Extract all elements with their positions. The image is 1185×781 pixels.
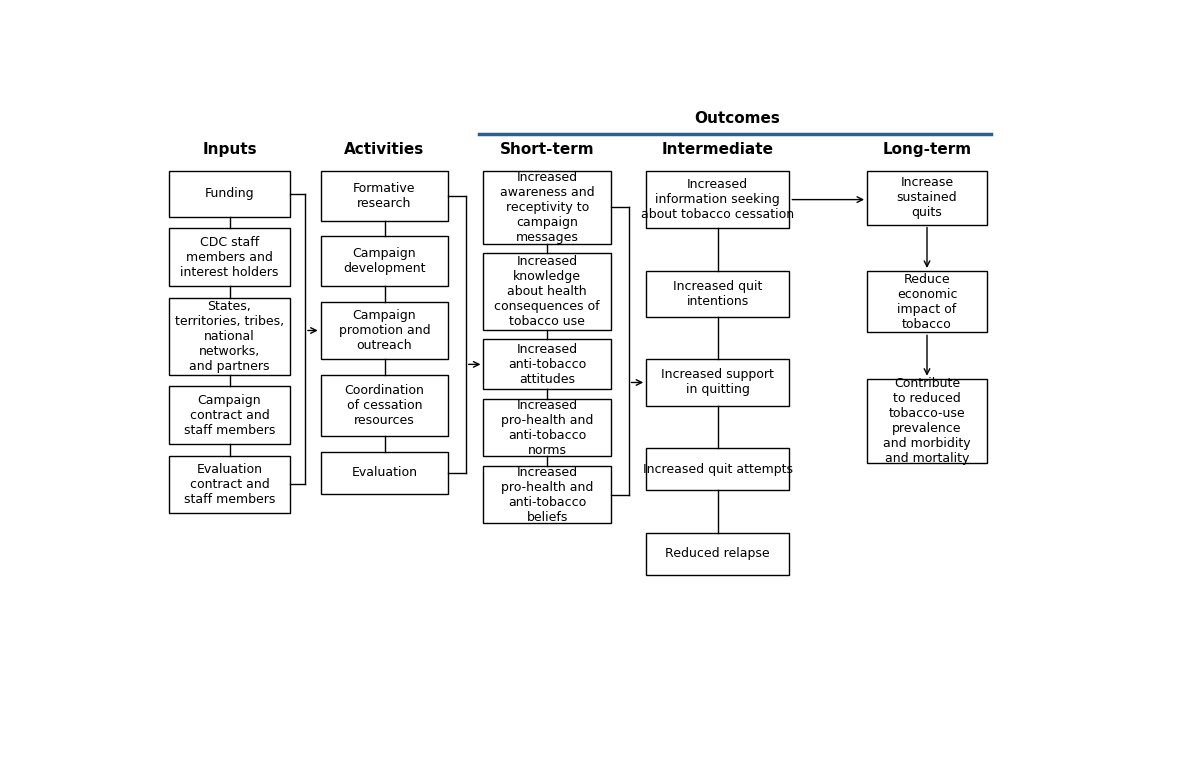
Bar [867,379,987,463]
Bar [646,359,789,405]
Text: Campaign
contract and
staff members: Campaign contract and staff members [184,394,275,437]
Bar [646,271,789,317]
Text: Reduced relapse: Reduced relapse [666,547,770,560]
Bar [483,465,611,523]
Text: Increased
pro-health and
anti-tobacco
beliefs: Increased pro-health and anti-tobacco be… [501,465,594,523]
Bar [169,171,289,217]
Text: Increased
anti-tobacco
attitudes: Increased anti-tobacco attitudes [508,343,587,386]
Bar [483,171,611,244]
Bar [867,171,987,225]
Bar [169,229,289,286]
Text: Outcomes: Outcomes [694,111,780,126]
Bar [646,448,789,490]
Text: Reduce
economic
impact of
tobacco: Reduce economic impact of tobacco [897,273,957,330]
Bar [483,253,611,330]
Text: States,
territories, tribes,
national
networks,
and partners: States, territories, tribes, national ne… [175,300,284,373]
Text: Short-term: Short-term [500,141,595,157]
Bar [321,375,448,437]
Bar [867,271,987,333]
Text: Campaign
promotion and
outreach: Campaign promotion and outreach [339,309,430,352]
Text: Coordination
of cessation
resources: Coordination of cessation resources [345,384,424,427]
Text: Long-term: Long-term [883,141,972,157]
Text: Inputs: Inputs [203,141,257,157]
Text: Increased quit attempts: Increased quit attempts [642,462,793,476]
Bar [169,455,289,513]
Text: Increased support
in quitting: Increased support in quitting [661,369,774,397]
Bar [321,171,448,221]
Text: Increase
sustained
quits: Increase sustained quits [897,177,957,219]
Bar [321,301,448,359]
Text: Activities: Activities [345,141,424,157]
Bar [321,451,448,494]
Text: Funding: Funding [205,187,255,200]
Text: Increased
pro-health and
anti-tobacco
norms: Increased pro-health and anti-tobacco no… [501,398,594,457]
Text: Increased quit
intentions: Increased quit intentions [673,280,762,308]
Text: Increased
knowledge
about health
consequences of
tobacco use: Increased knowledge about health consequ… [494,255,600,328]
Text: Intermediate: Intermediate [661,141,774,157]
Bar [646,171,789,229]
Text: CDC staff
members and
interest holders: CDC staff members and interest holders [180,236,278,279]
Bar [483,340,611,390]
Text: Evaluation: Evaluation [352,466,417,480]
Text: Formative
research: Formative research [353,182,416,210]
Bar [646,533,789,575]
Bar [169,298,289,375]
Bar [321,236,448,286]
Bar [483,398,611,456]
Text: Campaign
development: Campaign development [344,248,425,275]
Text: Contribute
to reduced
tobacco-use
prevalence
and morbidity
and mortality: Contribute to reduced tobacco-use preval… [883,377,971,465]
Text: Increased
information seeking
about tobacco cessation: Increased information seeking about toba… [641,178,794,221]
Bar [169,387,289,444]
Text: Evaluation
contract and
staff members: Evaluation contract and staff members [184,463,275,506]
Text: Increased
awareness and
receptivity to
campaign
messages: Increased awareness and receptivity to c… [500,171,595,244]
